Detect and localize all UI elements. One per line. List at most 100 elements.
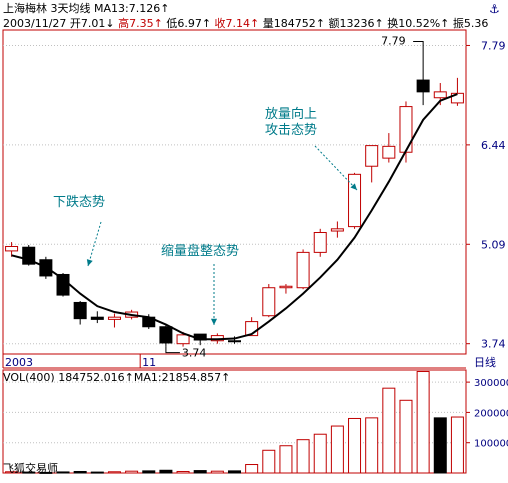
candle[interactable]: [279, 284, 293, 294]
volume-bar[interactable]: [228, 470, 241, 474]
candle[interactable]: [5, 242, 19, 257]
candle[interactable]: [348, 172, 362, 229]
candle[interactable]: [296, 249, 310, 290]
candle[interactable]: [330, 221, 344, 238]
candle[interactable]: [450, 77, 464, 106]
anchor-icon[interactable]: ⚓: [489, 2, 500, 16]
volume-bar[interactable]: [245, 464, 259, 474]
volume-bar[interactable]: [5, 471, 19, 474]
header-line2-item: 2003/11/27: [3, 17, 66, 30]
annotation-consolidation-arrow: [210, 264, 218, 325]
volume-bar[interactable]: [262, 449, 276, 474]
price-tick-label: 7.79: [481, 39, 506, 52]
volume-tick-label: 100000: [474, 439, 508, 450]
volume-bar[interactable]: [22, 471, 36, 474]
candle-body: [279, 285, 293, 289]
header-line1-item: 3天均线: [47, 1, 94, 15]
candle-body: [90, 316, 104, 320]
candle-body: [262, 287, 276, 317]
candle[interactable]: [159, 324, 173, 347]
volume-bar[interactable]: [56, 471, 70, 474]
volume-bar[interactable]: [450, 416, 464, 474]
header-line2-item: 换10.52%↑: [384, 16, 450, 30]
volume-bar[interactable]: [382, 387, 396, 474]
annotation-uptrend-line2: 攻击态势: [265, 122, 317, 138]
watermark-label: 飞狐交易师: [3, 461, 58, 475]
volume-bar[interactable]: [416, 371, 430, 474]
date-axis-unit[interactable]: 日线: [474, 355, 496, 369]
candle-body: [56, 273, 70, 296]
candle[interactable]: [382, 133, 396, 163]
candle-body: [176, 334, 190, 345]
candle-body: [73, 301, 87, 320]
candle-body: [450, 92, 464, 104]
volume-bar[interactable]: [313, 433, 327, 474]
volume-bar[interactable]: [399, 399, 413, 474]
volume-panel-frame: [2, 369, 467, 474]
candle-body: [296, 251, 310, 289]
candle-body: [107, 316, 121, 320]
volume-bar[interactable]: [176, 470, 190, 474]
candle[interactable]: [399, 101, 413, 163]
volume-bar[interactable]: [296, 439, 310, 474]
volume-bar[interactable]: [279, 445, 293, 474]
volume-bar[interactable]: [73, 470, 87, 474]
candle[interactable]: [262, 284, 276, 318]
candle-body: [365, 145, 379, 167]
annotation-downtrend-arrow: [86, 221, 102, 267]
candle[interactable]: [245, 317, 259, 337]
candle[interactable]: [416, 45, 430, 106]
candle-body: [159, 326, 173, 344]
volume-bar[interactable]: [193, 470, 207, 474]
header-line-2: 2003/11/27 开7.01↓ 高7.35↑ 低6.97↑ 收7.14↑ 量…: [3, 16, 488, 30]
date-tick-label: 11: [142, 356, 156, 369]
candle[interactable]: [313, 228, 327, 257]
volume-bar[interactable]: [365, 417, 379, 474]
volume-bar[interactable]: [125, 470, 139, 474]
candle-body: [416, 79, 430, 93]
candle-body: [382, 145, 396, 159]
date-tick-label: 2003: [5, 356, 33, 369]
volume-bar[interactable]: [107, 471, 121, 474]
candle-body: [5, 245, 19, 252]
annotation-uptrend-arrow: [314, 145, 358, 191]
candle-body: [348, 173, 362, 228]
candle[interactable]: [107, 313, 121, 328]
candle[interactable]: [90, 311, 104, 324]
volume-bar[interactable]: [142, 470, 156, 474]
header-line2-item: 低6.97↑: [163, 17, 211, 30]
volume-panel: VOL(400) 184752.016↑MA1:21854.857↑ 300000…: [2, 369, 508, 475]
ma-line: [11, 93, 458, 341]
min-marker-line: [165, 346, 180, 354]
price-tick-label: 3.74: [481, 338, 506, 351]
header-line2-item: 开7.01↓: [66, 17, 114, 30]
volume-header: VOL(400) 184752.016↑MA1:21854.857↑: [3, 371, 230, 384]
price-tick-label: 6.44: [481, 139, 506, 152]
volume-bar[interactable]: [433, 417, 447, 474]
volume-bar[interactable]: [210, 470, 224, 474]
annotation-consolidation: 缩量盘整态势: [161, 243, 239, 259]
volume-bar[interactable]: [348, 417, 362, 474]
volume-bar[interactable]: [159, 469, 173, 474]
volume-bar[interactable]: [330, 425, 344, 474]
volume-bar[interactable]: [39, 471, 53, 474]
candle[interactable]: [365, 145, 379, 183]
price-tick-label: 5.09: [481, 238, 506, 251]
svg-text:⚓: ⚓: [489, 2, 500, 16]
candle-body: [433, 91, 447, 99]
candle-body: [228, 340, 241, 343]
date-axis: 2003 11 日线: [2, 354, 496, 369]
header-line2-item: 量184752↑: [259, 17, 325, 30]
candle[interactable]: [73, 300, 87, 325]
price-panel-frame: [2, 29, 467, 355]
candle-body: [399, 106, 413, 153]
candle-body: [313, 232, 327, 253]
annotation-downtrend: 下跌态势: [53, 194, 105, 210]
volume-bar[interactable]: [90, 471, 104, 474]
candle[interactable]: [56, 273, 70, 297]
header-line1-item: MA13:7.126↑: [94, 2, 169, 15]
volume-tick-label: 200000: [474, 408, 508, 419]
